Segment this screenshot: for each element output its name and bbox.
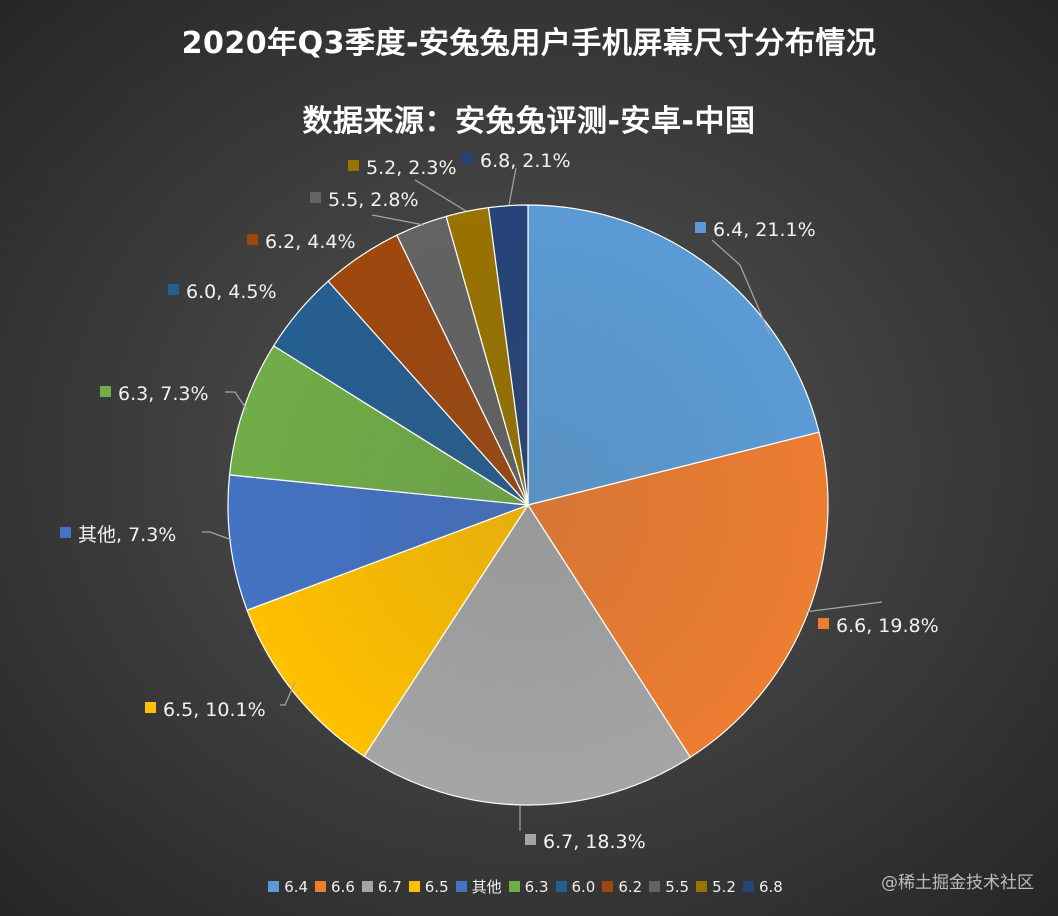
slice-label-6.8: 6.8, 2.1%	[480, 150, 571, 172]
legend-item-6.2: 6.2	[602, 876, 642, 897]
leader-line-6.6	[804, 601, 883, 613]
slice-label-6.5: 6.5, 10.1%	[163, 699, 266, 721]
label-swatch-6.5	[145, 702, 156, 713]
legend-swatch-6.8	[742, 881, 754, 892]
label-swatch-6.6	[818, 618, 829, 629]
legend-swatch-5.5	[649, 881, 661, 892]
legend-label-5.2: 5.2	[712, 877, 736, 896]
label-swatch-6.7	[525, 834, 536, 845]
leader-line-6.3	[225, 391, 248, 411]
pie-slice-6.6	[527, 431, 829, 759]
slice-label-其他: 其他, 7.3%	[78, 524, 176, 546]
leader-line-其他	[202, 531, 233, 541]
leader-line-6.4	[711, 239, 771, 336]
legend-label-6.2: 6.2	[618, 877, 643, 896]
pie-slice-6.5	[246, 503, 530, 758]
legend-label-6.8: 6.8	[758, 877, 783, 896]
pie-slice-6.7	[363, 503, 692, 806]
legend-item-5.5: 5.5	[649, 876, 689, 897]
legend-swatch-6.7	[361, 881, 373, 892]
legend-item-6.6: 6.6	[315, 876, 355, 897]
slice-label-5.2: 5.2, 2.3%	[366, 157, 457, 179]
legend-item-5.2: 5.2	[696, 876, 736, 897]
legend-label-6.0: 6.0	[571, 877, 596, 896]
pie-slice-6.3	[228, 345, 529, 506]
leader-line-5.2	[414, 179, 467, 212]
legend-label-6.7: 6.7	[377, 877, 402, 896]
legend-swatch-6.5	[408, 881, 420, 892]
label-swatch-5.5	[310, 192, 321, 203]
legend-label-6.6: 6.6	[331, 877, 355, 896]
chart-title: 2020年Q3季度-安兔兔用户手机屏幕尺寸分布情况	[181, 26, 877, 61]
label-swatch-6.0	[168, 284, 179, 295]
slice-label-6.6: 6.6, 19.8%	[836, 615, 939, 637]
leader-line-5.5	[371, 214, 425, 226]
legend-item-6.7: 6.7	[361, 876, 402, 897]
pie-slice-6.4	[527, 204, 820, 506]
legend-swatch-其他	[455, 881, 467, 892]
legend-label-6.4: 6.4	[284, 877, 309, 896]
chart-subtitle: 数据来源：安兔兔评测-安卓-中国	[302, 104, 756, 139]
legend-swatch-6.0	[555, 881, 567, 892]
legend-label-5.5: 5.5	[665, 877, 690, 896]
label-swatch-6.2	[247, 234, 258, 245]
pie-slice-6.8	[487, 204, 529, 506]
watermark: @稀土掘金技术社区	[881, 873, 1034, 893]
slice-label-6.0: 6.0, 4.5%	[186, 281, 277, 303]
label-swatch-6.4	[695, 222, 706, 233]
legend-swatch-6.4	[268, 881, 280, 892]
legend-swatch-6.6	[315, 881, 327, 892]
label-swatch-6.8	[462, 153, 473, 164]
pie-slice-其他	[227, 474, 529, 611]
legend-item-其他: 其他	[455, 876, 502, 897]
label-swatch-5.2	[348, 160, 359, 171]
label-swatch-6.3	[100, 386, 111, 397]
legend-label-6.5: 6.5	[424, 877, 449, 896]
legend-item-6.8: 6.8	[742, 876, 783, 897]
legend-item-6.5: 6.5	[408, 876, 449, 897]
legend-swatch-6.2	[602, 881, 614, 892]
legend-swatch-6.3	[508, 881, 520, 892]
slice-label-6.7: 6.7, 18.3%	[543, 831, 646, 853]
slice-label-6.3: 6.3, 7.3%	[118, 383, 209, 405]
legend-label-6.3: 6.3	[524, 877, 549, 896]
legend-item-6.3: 6.3	[508, 876, 549, 897]
legend-item-6.4: 6.4	[268, 876, 308, 897]
chart-legend: 6.4 6.6 6.7 6.5 其他 6.3 6.0 6.2 5.5 5.2 6.8	[0, 876, 1058, 897]
legend-item-6.0: 6.0	[555, 876, 596, 897]
slice-label-6.4: 6.4, 21.1%	[713, 219, 816, 241]
slice-label-6.2: 6.2, 4.4%	[265, 231, 356, 253]
label-swatch-其他	[60, 527, 71, 538]
leader-line-6.5	[280, 681, 296, 706]
slice-label-5.5: 5.5, 2.8%	[328, 189, 419, 211]
legend-swatch-5.2	[696, 881, 708, 892]
legend-label-其他: 其他	[471, 878, 502, 896]
leader-line-6.8	[508, 167, 517, 206]
